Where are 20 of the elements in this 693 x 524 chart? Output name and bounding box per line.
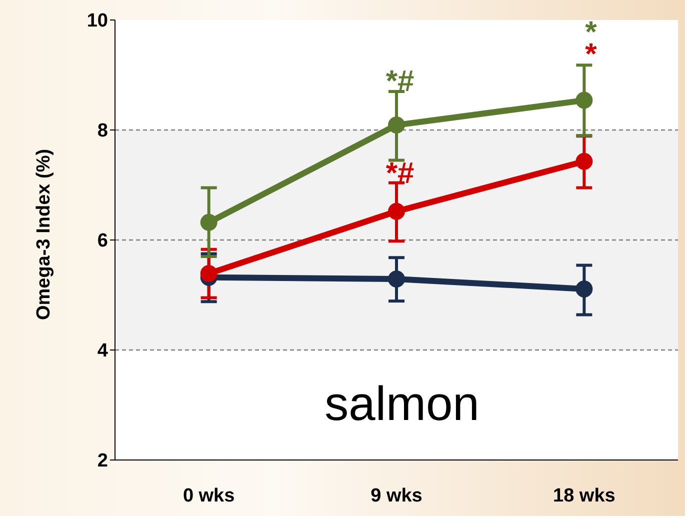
- y-tick-label: 6: [97, 230, 108, 252]
- y-tick-label: 4: [97, 340, 108, 362]
- y-axis-title: Omega-3 Index (%): [34, 148, 55, 320]
- x-tick-label: 9 wks: [370, 485, 422, 506]
- point: [388, 202, 405, 220]
- point: [576, 92, 593, 109]
- point: [576, 152, 593, 170]
- point: [200, 265, 218, 282]
- y-tick-label: 10: [86, 10, 108, 32]
- annotation: salmon: [324, 378, 480, 432]
- annotation: *#: [386, 157, 414, 190]
- y-tick-label: 2: [97, 450, 108, 472]
- point: [576, 280, 593, 298]
- point: [388, 270, 405, 288]
- x-tick-label: 18 wks: [553, 485, 616, 506]
- point: [388, 116, 405, 134]
- annotation: *#: [386, 65, 414, 98]
- y-tick-label: 8: [97, 120, 108, 142]
- point: [200, 214, 218, 231]
- x-tick-label: 0 wks: [182, 485, 235, 506]
